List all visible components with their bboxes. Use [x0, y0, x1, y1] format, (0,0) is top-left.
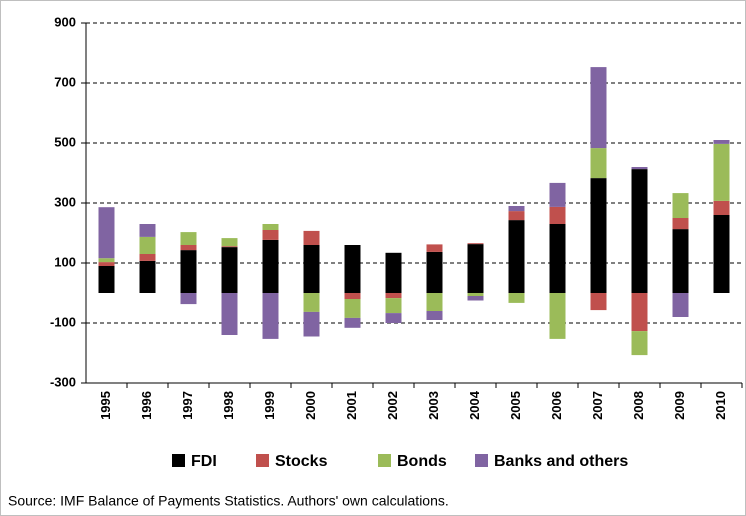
- x-tick-label: 2008: [631, 391, 646, 420]
- bar-segment: [549, 206, 566, 224]
- bar-segment: [262, 224, 279, 230]
- bar-segment: [672, 293, 689, 317]
- bar-segment: [672, 193, 689, 218]
- bar-segment: [139, 254, 156, 261]
- bar-segment: [467, 296, 484, 301]
- x-tick-label: 2010: [713, 391, 728, 420]
- bar-segment: [385, 313, 402, 323]
- legend-swatch: [256, 454, 269, 467]
- bar-segment: [139, 260, 156, 293]
- x-tick-label: 2003: [426, 391, 441, 420]
- x-tick-label: 1998: [221, 391, 236, 420]
- x-tick-label: 2004: [467, 390, 482, 420]
- bar-segment: [590, 293, 607, 311]
- bar-segment: [590, 67, 607, 149]
- legend-swatch: [172, 454, 185, 467]
- bar-segment: [467, 244, 484, 293]
- bar-segment: [467, 243, 484, 245]
- legend-swatch: [378, 454, 391, 467]
- bar-segment: [672, 218, 689, 230]
- bar-segment: [344, 245, 361, 293]
- source-note: Source: IMF Balance of Payments Statisti…: [8, 493, 449, 509]
- y-tick-label: -300: [50, 374, 76, 389]
- bar-segment: [385, 252, 402, 293]
- bar-segment: [631, 331, 648, 356]
- bar-segment: [508, 220, 525, 293]
- bar-segment: [508, 206, 525, 212]
- bar-segment: [467, 293, 484, 296]
- bar-segment: [98, 262, 115, 266]
- x-tick-label: 1999: [262, 391, 277, 420]
- bar-segment: [631, 293, 648, 332]
- bar-segment: [549, 224, 566, 293]
- bar-segment: [508, 293, 525, 303]
- x-tick-label: 2009: [672, 391, 687, 420]
- bar-segment: [98, 258, 115, 263]
- x-tick-label: 2002: [385, 391, 400, 420]
- bar-segment: [426, 244, 443, 252]
- bar-segment: [344, 317, 361, 328]
- y-tick-label: 500: [54, 134, 76, 149]
- bar-segment: [549, 182, 566, 207]
- bar-segment: [631, 167, 648, 170]
- x-tick-label: 2000: [303, 391, 318, 420]
- bar-segment: [590, 178, 607, 293]
- bar-segment: [139, 236, 156, 254]
- bar-segment: [426, 293, 443, 311]
- bar-segment: [303, 293, 320, 312]
- bar-segment: [262, 239, 279, 293]
- bar-segment: [590, 148, 607, 179]
- bar-segment: [344, 293, 361, 299]
- bar-segment: [180, 250, 197, 293]
- bar-segment: [713, 215, 730, 293]
- bar-segment: [221, 238, 238, 247]
- bar-segment: [180, 232, 197, 245]
- bar-segment: [303, 245, 320, 293]
- bar-segment: [713, 200, 730, 215]
- bar-segment: [303, 311, 320, 337]
- bar-segment: [385, 293, 402, 299]
- y-tick-label: 300: [54, 194, 76, 209]
- bar-segment: [508, 211, 525, 221]
- bar-segment: [631, 169, 648, 293]
- x-tick-label: 1996: [139, 391, 154, 420]
- bar-segment: [262, 230, 279, 240]
- bar-segment: [344, 299, 361, 318]
- y-tick-label: 100: [54, 254, 76, 269]
- bar-segment: [672, 229, 689, 293]
- bar-segment: [98, 207, 115, 259]
- legend-label: FDI: [191, 453, 217, 470]
- y-tick-label: -100: [50, 314, 76, 329]
- x-tick-label: 1995: [98, 391, 113, 420]
- bar-segment: [221, 247, 238, 293]
- bar-segment: [713, 143, 730, 201]
- bar-segment: [385, 298, 402, 314]
- bar-segment: [180, 293, 197, 305]
- bar-segment: [139, 224, 156, 237]
- legend-label: Bonds: [397, 453, 447, 470]
- bar-segment: [221, 246, 238, 248]
- legend-swatch: [475, 454, 488, 467]
- x-tick-label: 2005: [508, 391, 523, 420]
- legend-label: Stocks: [275, 453, 328, 470]
- x-tick-label: 2007: [590, 391, 605, 420]
- bar-segment: [180, 245, 197, 251]
- bar-segment: [713, 140, 730, 144]
- bar-segment: [221, 293, 238, 335]
- bar-segment: [426, 311, 443, 320]
- bar-segment: [549, 293, 566, 339]
- bar-segment: [303, 230, 320, 245]
- y-tick-label: 700: [54, 74, 76, 89]
- bar-segment: [426, 251, 443, 293]
- x-tick-label: 1997: [180, 391, 195, 420]
- bar-segment: [98, 266, 115, 293]
- x-tick-label: 2006: [549, 391, 564, 420]
- legend-label: Banks and others: [494, 453, 628, 470]
- bar-segment: [262, 293, 279, 339]
- x-tick-label: 2001: [344, 391, 359, 420]
- y-tick-label: 900: [54, 14, 76, 29]
